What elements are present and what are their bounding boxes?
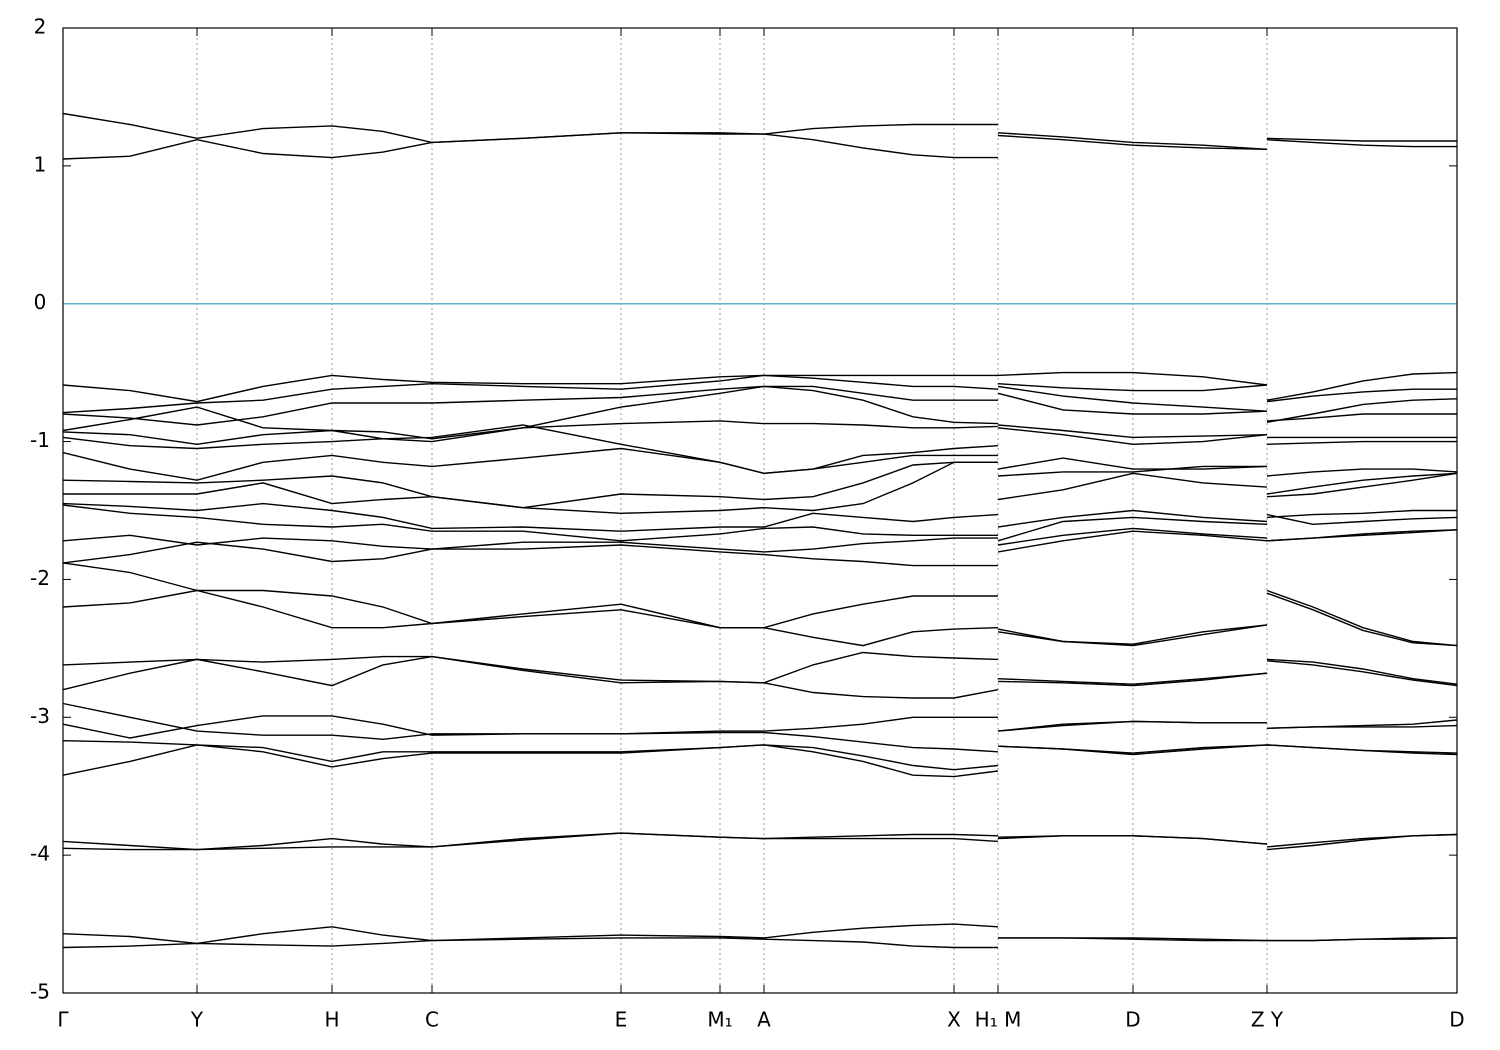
- plot-frame: [62, 27, 1458, 994]
- band-line: [62, 461, 1458, 509]
- band-line: [62, 504, 1458, 542]
- x-tick-label: M₁: [707, 1008, 732, 1032]
- y-tick-label: 0: [34, 290, 47, 314]
- x-tick-label: X: [947, 1008, 961, 1032]
- x-tick-label: H₁ M: [975, 1008, 1022, 1032]
- band-line: [62, 527, 1458, 553]
- x-tick-label: C: [425, 1008, 439, 1032]
- band-line: [62, 529, 1458, 567]
- band-line: [62, 589, 1458, 647]
- band-line: [62, 447, 1458, 481]
- band-line: [62, 502, 1457, 532]
- band-line: [62, 371, 1458, 403]
- band-line: [63, 461, 1458, 515]
- band-line: [62, 132, 1457, 160]
- x-tick-label: D: [1125, 1008, 1140, 1032]
- y-tick-label: -1: [30, 428, 50, 452]
- band-line: [62, 424, 1457, 475]
- x-tick-label: A: [757, 1008, 771, 1032]
- y-tick-label: 2: [34, 15, 47, 39]
- band-line: [62, 832, 1458, 851]
- x-tick-label: Y: [190, 1008, 204, 1032]
- band-line: [62, 385, 1458, 426]
- band-line: [62, 651, 1458, 685]
- y-tick-label: 1: [34, 152, 47, 176]
- band-line: [62, 744, 1458, 778]
- band-line: [62, 702, 1458, 741]
- y-tick-label: -5: [30, 980, 50, 1004]
- x-tick-label: E: [615, 1008, 628, 1032]
- band-line: [62, 385, 1457, 440]
- band-line: [62, 420, 1457, 446]
- x-tick-label: Z Y: [1251, 1008, 1284, 1032]
- band-line: [62, 112, 1457, 150]
- x-tick-label: D: [1449, 1008, 1464, 1032]
- band-line: [62, 832, 1458, 851]
- band-line: [62, 715, 1458, 753]
- y-tick-label: -3: [30, 704, 50, 728]
- x-tick-label: Γ: [57, 1008, 69, 1032]
- band-line: [62, 655, 1458, 699]
- band-line: [62, 937, 1458, 949]
- y-tick-label: -2: [30, 566, 50, 590]
- y-tick-label: -4: [30, 842, 50, 866]
- band-line: [62, 374, 1457, 414]
- x-tick-label: H: [324, 1008, 339, 1032]
- band-line: [62, 562, 1458, 647]
